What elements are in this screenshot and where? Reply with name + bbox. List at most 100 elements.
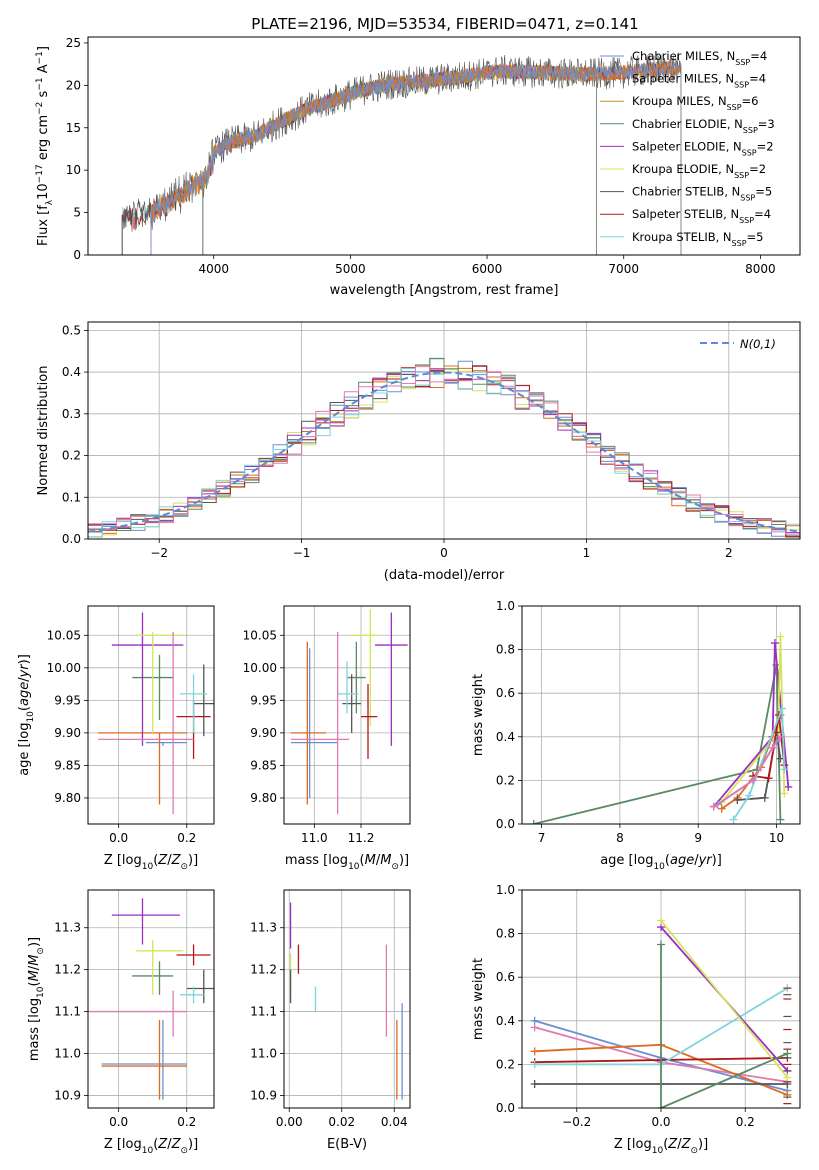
y-tick-label: 0.4 [496, 1014, 515, 1028]
y-tick-label: 0.8 [496, 927, 515, 941]
y-tick-label: 9.95 [54, 693, 81, 707]
axes-frame [87, 36, 801, 256]
x-tick-label: −2 [150, 546, 168, 560]
age-vs-mass-panel: 11.0 11.2 9.80 9.85 9.90 9.95 10.00 10.05 mass [… [243, 605, 411, 872]
y-tick-label: 10.9 [54, 1088, 81, 1102]
y-tick-label: 9.90 [54, 726, 81, 740]
weight-marker [770, 639, 779, 648]
weight-marker [657, 940, 665, 949]
spectrum-chabrier-miles-line [150, 61, 682, 255]
weight-marker [768, 743, 777, 752]
y-tick-label: 11.0 [54, 1047, 81, 1061]
x-tick-label: 0 [440, 546, 448, 560]
weight-marker [529, 820, 538, 824]
x-tick-label: 9 [694, 831, 702, 845]
y-tick-label: 15 [66, 121, 81, 135]
weight-marker [530, 1080, 539, 1089]
y-tick-label: 11.1 [54, 1005, 81, 1019]
legend-entry: Chabrier MILES, NSSP=4 [632, 49, 767, 67]
residual-histogram-panel: −2 −1 0 1 2 0.0 0.1 0.2 0.3 0.4 0.5 (data-model)/er… [36, 321, 801, 583]
axes-frame [283, 605, 411, 825]
weight-marker [729, 815, 738, 824]
mw-z-x-axis-label: Z [log10(Z/Z⊙)] [614, 1137, 708, 1156]
x-tick-label: 8 [616, 831, 624, 845]
x-tick-label: 0.2 [177, 1115, 196, 1129]
y-tick-label: 10.9 [250, 1088, 277, 1102]
spectrum-x-axis-label: wavelength [Angstrom, rest frame] [330, 283, 559, 298]
weight-marker [784, 782, 793, 791]
y-tick-label: 10 [66, 163, 81, 177]
normal-distribution-curve [88, 371, 800, 533]
spectrum-y-axis-label: Flux [fλ10−17 erg cm−2 s−1 A−1] [35, 46, 55, 246]
x-tick-label: 11.0 [301, 831, 328, 845]
x-tick-label: 6000 [472, 262, 503, 276]
y-tick-label: 0.2 [62, 449, 81, 463]
axes-frame [521, 889, 801, 1109]
error-bars [289, 902, 403, 1100]
x-tick-label: 0.04 [381, 1115, 408, 1129]
legend-entry: Chabrier ELODIE, NSSP=3 [632, 117, 775, 135]
mass-weight-vs-age-panel: 7 8 9 10 0.0 0.2 0.4 0.6 0.8 1.0 age [log10(age/yr… [471, 599, 801, 872]
y-tick-label: 0.2 [496, 773, 515, 787]
weight-marker [657, 1104, 665, 1108]
x-tick-label: 0.2 [736, 1115, 755, 1129]
y-tick-label: 0 [73, 248, 81, 262]
histogram-kroupa-stelib [88, 368, 800, 538]
legend-entry: Salpeter ELODIE, NSSP=2 [632, 139, 774, 157]
weight-marker [749, 776, 758, 785]
weight-line-kroupa-stelib [732, 708, 786, 821]
y-tick-label: 9.90 [250, 726, 277, 740]
mw-age-x-axis-label: age [log10(age/yr)] [600, 853, 722, 872]
y-tick-label: 11.3 [54, 921, 81, 935]
histograms [88, 357, 800, 538]
legend-entry: Kroupa STELIB, NSSP=5 [632, 230, 763, 248]
x-tick-label: −0.2 [562, 1115, 591, 1129]
age-mass-x-axis-label: mass [log10(M/M⊙)] [285, 853, 409, 872]
y-tick-label: 0.5 [62, 323, 81, 337]
y-tick-label: 0.1 [62, 490, 81, 504]
x-tick-label: 0.0 [109, 831, 128, 845]
x-tick-label: 7 [538, 831, 546, 845]
legend-entry: Salpeter MILES, NSSP=4 [632, 72, 766, 90]
legend-entry: Chabrier STELIB, NSSP=5 [632, 185, 772, 203]
x-tick-label: 5000 [335, 262, 366, 276]
y-tick-label: 0.8 [496, 643, 515, 657]
x-tick-label: 0.02 [328, 1115, 355, 1129]
y-tick-label: 11.2 [54, 963, 81, 977]
weight-marker [777, 704, 786, 713]
y-tick-label: 9.80 [54, 791, 81, 805]
weight-marker [760, 793, 769, 802]
spectrum-title: PLATE=2196, MJD=53534, FIBERID=0471, z=0… [251, 15, 638, 33]
y-tick-label: 20 [66, 78, 81, 92]
x-tick-label: 2 [725, 546, 733, 560]
weight-marker [776, 732, 785, 741]
y-tick-label: 0.4 [62, 365, 81, 379]
legend-entry: Kroupa ELODIE, NSSP=2 [632, 162, 766, 180]
x-tick-label: 0.2 [177, 831, 196, 845]
y-tick-label: 1.0 [496, 599, 515, 613]
y-tick-label: 9.85 [250, 758, 277, 772]
y-tick-label: 0.0 [496, 817, 515, 831]
spectrum-lines [121, 52, 682, 255]
weight-line-pink [713, 736, 782, 808]
y-tick-label: 0.0 [496, 1101, 515, 1115]
weight-marker [783, 1049, 792, 1058]
x-tick-label: 11.2 [348, 831, 375, 845]
y-tick-label: 11.1 [250, 1005, 277, 1019]
spectrum-panel: 4000 5000 6000 7000 8000 0 5 10 15 20 25 wavelength… [35, 36, 801, 298]
x-tick-label: −1 [293, 546, 311, 560]
y-tick-label: 10.00 [243, 661, 277, 675]
x-tick-label: 0.0 [109, 1115, 128, 1129]
x-tick-label: 7000 [608, 262, 639, 276]
weight-marker [764, 774, 773, 783]
weight-marker [783, 1073, 792, 1082]
age-z-x-axis-label: Z [log10(Z/Z⊙)] [104, 853, 198, 872]
error-bars [88, 898, 214, 1100]
mass-vs-extinction-panel: 0.00 0.02 0.04 10.9 11.0 11.1 11.2 11.3 E(B-V) [250, 889, 411, 1152]
legend-entry: N(0,1) [740, 337, 776, 351]
y-tick-label: 11.0 [250, 1047, 277, 1061]
axes-frame [87, 605, 215, 825]
legend-entry: Salpeter STELIB, NSSP=4 [632, 207, 771, 225]
age-vs-metallicity-panel: 0.0 0.2 9.80 9.85 9.90 9.95 10.00 10.05 Z [log10… [17, 605, 215, 872]
